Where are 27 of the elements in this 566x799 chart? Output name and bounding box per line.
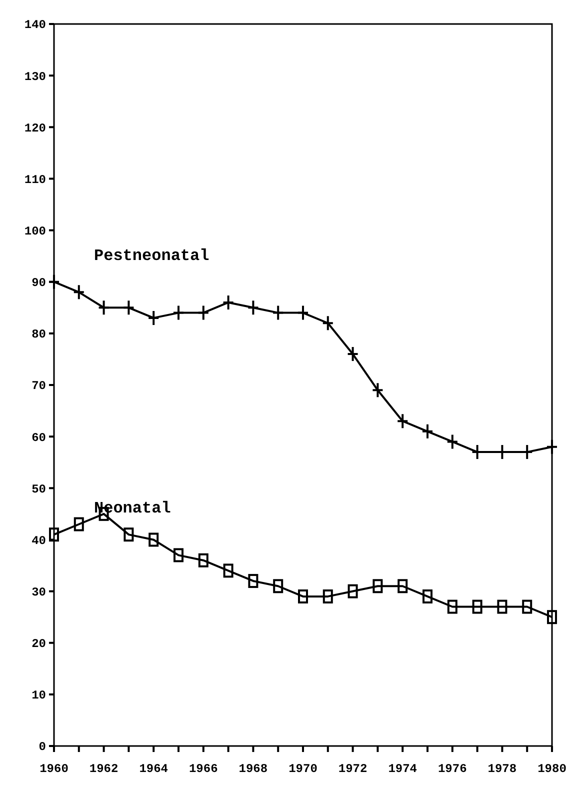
y-tick-label: 80: [32, 328, 46, 342]
y-tick-label: 130: [24, 70, 46, 84]
y-tick-label: 70: [32, 379, 46, 394]
y-tick-label: 140: [24, 18, 46, 32]
x-tick-label: 1964: [139, 762, 168, 776]
series-label: Pestneonatal: [94, 246, 210, 265]
x-tick-label: 1974: [388, 762, 418, 776]
y-tick-label: 0: [38, 740, 46, 754]
x-tick-label: 1966: [188, 762, 218, 776]
y-tick-label: 60: [32, 430, 46, 445]
y-tick-label: 120: [24, 121, 46, 136]
x-tick-label: 1960: [40, 762, 68, 776]
y-tick-label: 40: [32, 534, 46, 548]
x-tick-label: 1978: [488, 762, 517, 776]
y-tick-label: 30: [32, 585, 46, 600]
x-tick-label: 1976: [438, 762, 467, 776]
x-tick-label: 1970: [288, 762, 318, 776]
x-tick-label: 1968: [238, 762, 268, 776]
y-tick-label: 90: [32, 276, 46, 290]
y-tick-label: 10: [32, 688, 46, 703]
y-tick-label: 100: [24, 224, 46, 238]
x-tick-label: 1962: [89, 762, 118, 776]
x-tick-label: 1980: [538, 762, 566, 776]
y-tick-label: 50: [32, 482, 46, 496]
x-tick-label: 1972: [338, 762, 368, 776]
y-tick-label: 110: [24, 172, 46, 187]
y-tick-label: 20: [32, 637, 46, 652]
